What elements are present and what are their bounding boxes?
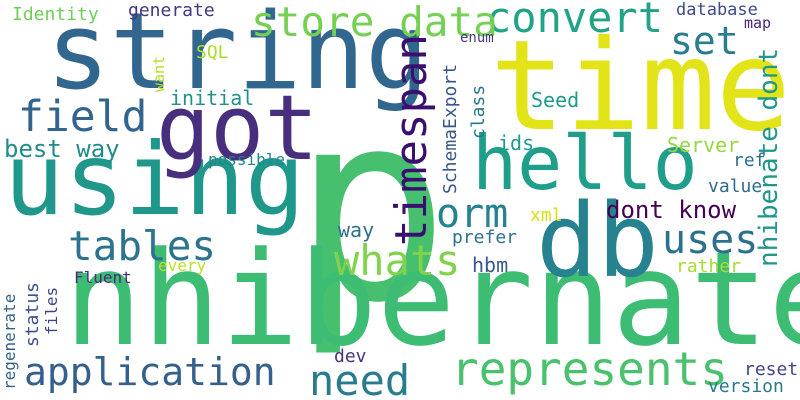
word-version: version	[708, 376, 784, 397]
word-p: p	[292, 55, 450, 360]
word-uses: uses	[662, 217, 759, 263]
word-map: map	[744, 14, 772, 32]
word-represents: represents	[451, 342, 728, 396]
word-store-data: store data	[251, 0, 498, 46]
word-database: database	[676, 0, 758, 20]
word-rather: rather	[676, 256, 742, 277]
word-need: need	[309, 356, 411, 400]
word-seed: Seed	[531, 88, 580, 112]
word-regenerate: regenerate	[0, 293, 19, 390]
word-convert: convert	[486, 0, 664, 42]
word-hello: hello	[472, 119, 698, 207]
word-timespan: timespan	[386, 34, 437, 246]
word-field: field	[18, 92, 148, 142]
word-dev: dev	[334, 346, 367, 367]
word-application: application	[24, 350, 276, 394]
word-schemaexport: SchemaExport	[440, 63, 461, 194]
word-time: time	[490, 14, 792, 159]
word-ref: ref	[733, 150, 766, 171]
word-got: got	[156, 76, 319, 181]
word-xml: xml	[530, 205, 563, 226]
word-files: files	[42, 286, 61, 335]
word-server: Server	[667, 133, 740, 157]
word-value: value	[708, 176, 763, 197]
word-hbm: hbm	[472, 253, 509, 277]
word-tables: tables	[68, 222, 217, 270]
word-possible: possible	[208, 150, 286, 169]
word-set: set	[670, 19, 739, 63]
word-fluent: Fluent	[74, 268, 132, 287]
word-orm: orm	[436, 191, 509, 237]
word-db: db	[536, 182, 659, 301]
word-string: string	[46, 0, 429, 113]
word-generate: generate	[128, 0, 215, 21]
word-prefer: prefer	[452, 227, 518, 248]
word-best-way: best way	[4, 135, 120, 163]
word-sql: SQL	[196, 42, 229, 63]
word-want: want	[150, 55, 168, 92]
word-enum: enum	[460, 30, 494, 46]
word-using: using	[4, 121, 306, 238]
word-class: class	[468, 84, 489, 139]
word-initial: initial	[170, 86, 255, 110]
word-way: way	[338, 218, 375, 242]
word-reset: reset	[744, 359, 799, 380]
word-ids: ids	[498, 131, 535, 155]
word-status: status	[22, 281, 43, 347]
word-nhibernate: nhibernate	[64, 223, 800, 375]
word-identity: Identity	[12, 4, 99, 25]
word-whats: whats	[334, 236, 461, 285]
word-dont-know: dont know	[606, 196, 737, 224]
word-every: every	[158, 256, 207, 275]
